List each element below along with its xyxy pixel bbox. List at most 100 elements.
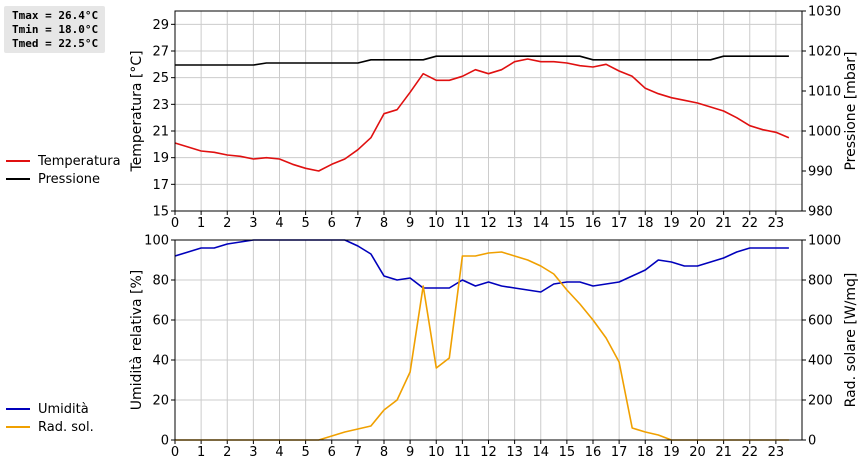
bottom-plot-frame <box>174 239 803 441</box>
top-xtick-label: 12 <box>480 216 497 231</box>
top-xtick-label: 2 <box>223 216 231 231</box>
top-ytick-label: 21 <box>152 125 169 140</box>
legend-item-temperature: Temperatura <box>6 152 121 170</box>
bottom-xtick-label: 15 <box>559 445 576 460</box>
bottom-xtick-label: 13 <box>506 445 523 460</box>
bottom-xtick-label: 12 <box>480 445 497 460</box>
tmed-label: Tmed = 22.5°C <box>12 37 99 50</box>
bottom-xtick-label: 5 <box>301 445 309 460</box>
bottom-xtick-label: 21 <box>715 445 732 460</box>
legend-swatch-radiation <box>6 426 30 428</box>
top-y2tick-label: 980 <box>808 205 833 220</box>
top-ytick-label: 17 <box>152 178 169 193</box>
tmax-label: Tmax = 26.4°C <box>12 9 99 22</box>
top-y2tick-label: 1010 <box>808 85 841 100</box>
bottom-ytick-label: 40 <box>152 354 169 369</box>
bottom-y2tick-label: 400 <box>808 354 833 369</box>
bottom-xtick-label: 0 <box>171 445 179 460</box>
bottom-xtick-label: 1 <box>197 445 205 460</box>
bottom-ytick-label: 100 <box>144 234 169 249</box>
top-xtick-label: 1 <box>197 216 205 231</box>
bottom-xtick-label: 9 <box>406 445 414 460</box>
top-series-pressione <box>175 55 789 66</box>
top-xtick-label: 11 <box>454 216 471 231</box>
bottom-xtick-label: 22 <box>741 445 758 460</box>
bottom-xtick-label: 6 <box>328 445 336 460</box>
bottom-ytick-label: 60 <box>152 314 169 329</box>
bottom-xtick-label: 7 <box>354 445 362 460</box>
bottom-y2tick-label: 200 <box>808 394 833 409</box>
bottom-ytick-label: 80 <box>152 274 169 289</box>
top-chart-legend: Temperatura Pressione <box>6 152 121 188</box>
legend-label-pressure: Pressione <box>38 171 101 187</box>
top-xtick-label: 0 <box>171 216 179 231</box>
legend-item-pressure: Pressione <box>6 170 121 188</box>
bottom-xtick-label: 4 <box>275 445 283 460</box>
top-xtick-label: 9 <box>406 216 414 231</box>
bottom-y2label: Rad. solare [W/mq] <box>843 273 859 408</box>
bottom-xtick-label: 2 <box>223 445 231 460</box>
legend-item-radiation: Rad. sol. <box>6 418 94 436</box>
bottom-xtick-label: 18 <box>637 445 654 460</box>
legend-swatch-humidity <box>6 408 30 410</box>
bottom-xtick-label: 3 <box>249 445 257 460</box>
top-xtick-label: 3 <box>249 216 257 231</box>
top-xtick-label: 20 <box>689 216 706 231</box>
bottom-xtick-label: 11 <box>454 445 471 460</box>
top-ytick-label: 15 <box>152 205 169 220</box>
bottom-xtick-label: 19 <box>663 445 680 460</box>
bottom-xtick-label: 8 <box>380 445 388 460</box>
legend-label-humidity: Umidità <box>38 401 89 417</box>
top-xtick-label: 6 <box>328 216 336 231</box>
top-xtick-label: 19 <box>663 216 680 231</box>
bottom-y2tick-label: 1000 <box>808 234 841 249</box>
legend-label-radiation: Rad. sol. <box>38 419 94 435</box>
top-ytick-label: 23 <box>152 98 169 113</box>
top-series-temperatura <box>174 58 790 172</box>
top-ytick-label: 29 <box>152 18 169 33</box>
bottom-xtick-label: 10 <box>428 445 445 460</box>
bottom-y2tick-label: 0 <box>808 434 816 449</box>
top-plot-frame <box>174 10 803 212</box>
bottom-xtick-label: 14 <box>532 445 549 460</box>
legend-swatch-temperature <box>6 160 30 162</box>
top-xtick-label: 8 <box>380 216 388 231</box>
top-ylabel: Temperatura [°C] <box>129 50 145 172</box>
top-xtick-label: 7 <box>354 216 362 231</box>
stats-box: Tmax = 26.4°C Tmin = 18.0°C Tmed = 22.5°… <box>4 6 105 53</box>
legend-label-temperature: Temperatura <box>38 153 121 169</box>
bottom-ylabel: Umidità relativa [%] <box>129 270 145 411</box>
top-xtick-label: 22 <box>741 216 758 231</box>
top-xtick-label: 4 <box>275 216 283 231</box>
top-xtick-label: 15 <box>559 216 576 231</box>
bottom-ytick-label: 20 <box>152 394 169 409</box>
top-y2label: Pressione [mbar] <box>843 51 859 170</box>
tmin-label: Tmin = 18.0°C <box>12 23 99 36</box>
bottom-ytick-label: 0 <box>161 434 169 449</box>
top-xtick-label: 10 <box>428 216 445 231</box>
bottom-xtick-label: 16 <box>585 445 602 460</box>
top-y2tick-label: 990 <box>808 165 833 180</box>
top-xtick-label: 17 <box>611 216 628 231</box>
top-y2tick-label: 1030 <box>808 5 841 20</box>
bottom-y2tick-label: 800 <box>808 274 833 289</box>
top-y2tick-label: 1020 <box>808 45 841 60</box>
top-ytick-label: 27 <box>152 45 169 60</box>
legend-swatch-pressure <box>6 178 30 180</box>
top-y2tick-label: 1000 <box>808 125 841 140</box>
top-xtick-label: 14 <box>532 216 549 231</box>
top-ytick-label: 19 <box>152 151 169 166</box>
top-xtick-label: 23 <box>768 216 785 231</box>
top-ytick-label: 25 <box>152 71 169 86</box>
top-xtick-label: 16 <box>585 216 602 231</box>
legend-item-humidity: Umidità <box>6 400 94 418</box>
bottom-series-umidit <box>174 239 789 293</box>
top-xtick-label: 5 <box>301 216 309 231</box>
top-xtick-label: 18 <box>637 216 654 231</box>
bottom-xtick-label: 17 <box>611 445 628 460</box>
top-xtick-label: 21 <box>715 216 732 231</box>
bottom-xtick-label: 20 <box>689 445 706 460</box>
bottom-xtick-label: 23 <box>768 445 785 460</box>
bottom-chart-legend: Umidità Rad. sol. <box>6 400 94 436</box>
